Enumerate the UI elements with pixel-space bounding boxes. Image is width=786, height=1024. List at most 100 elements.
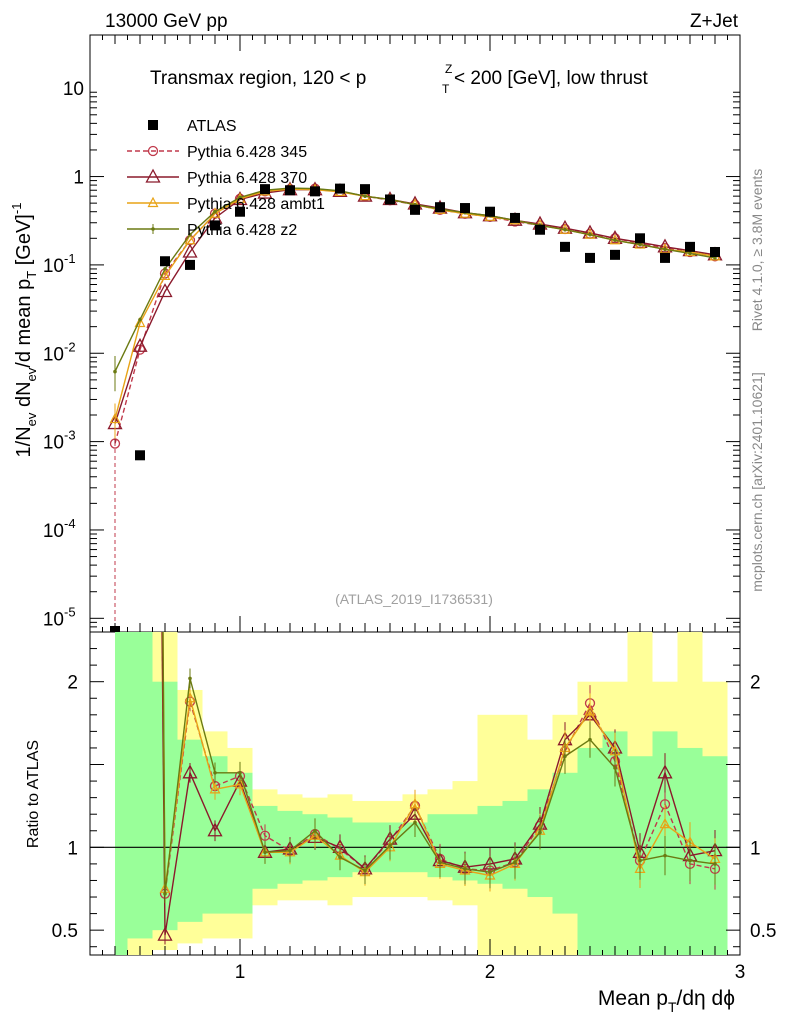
atlas-data-point [510, 212, 520, 223]
atlas-data [110, 183, 720, 632]
atlas-data-point [485, 206, 495, 217]
legend-marker [145, 168, 161, 183]
plot-title: Transmax region, 120 < p Z T < 200 [GeV]… [150, 62, 649, 96]
ratio-point [207, 822, 223, 837]
series-point [663, 247, 667, 252]
atlas-data-point [285, 185, 295, 196]
series-point [638, 242, 642, 247]
ratio-point [438, 860, 442, 865]
main-series [107, 181, 723, 632]
y-tick-label-exp: -2 [64, 339, 76, 354]
ratio-point [613, 766, 617, 770]
ratio-point [413, 820, 417, 825]
atlas-data-point [210, 220, 220, 231]
atlas-data-point [460, 203, 470, 214]
series-point [213, 209, 217, 214]
legend-label: Pythia 6.428 ambt1 [187, 196, 325, 213]
band-inner-bin [115, 632, 128, 955]
ratio-point [638, 858, 642, 863]
ratio-point [157, 926, 173, 941]
atlas-data-point [160, 256, 170, 267]
atlas-data-point [410, 204, 420, 215]
ratio-point [163, 891, 167, 896]
atlas-data-point [135, 450, 145, 461]
ratio-point [463, 867, 467, 871]
title-sub: T [442, 82, 450, 96]
analysis-watermark: (ATLAS_2019_I1736531) [335, 591, 493, 607]
title-pre: Transmax region, 120 < p [150, 68, 366, 89]
header-left: 13000 GeV pp [105, 11, 228, 32]
series-point [613, 238, 617, 243]
atlas-data-point [685, 241, 695, 252]
ratio-point [657, 764, 673, 779]
y-tick-label-exp: -3 [64, 428, 76, 443]
ratio-point [659, 817, 671, 829]
x-tick-label: 3 [735, 962, 746, 983]
legend-marker-atlas [148, 120, 158, 130]
ratio-point [588, 737, 592, 742]
ratio-point [584, 705, 596, 716]
series-point [588, 232, 592, 237]
y-tick-label-exp: -1 [64, 251, 76, 266]
atlas-data-point [260, 184, 270, 195]
series-point [163, 267, 167, 271]
series-point [182, 243, 198, 258]
y-tick-label-ratio-right: 2 [750, 673, 761, 694]
band-inner-bin [577, 747, 603, 955]
series-point [184, 233, 196, 245]
series-point [363, 194, 367, 198]
ratio-point [234, 778, 246, 789]
title-sup: Z [445, 62, 452, 76]
atlas-data-point [310, 186, 320, 197]
ratio-point [663, 853, 667, 858]
y-tick-label-ratio-right: 1 [750, 838, 761, 859]
ratio-point [182, 764, 198, 779]
series-point [563, 227, 567, 232]
ratio-point [288, 848, 292, 853]
ratio-point [563, 754, 567, 759]
series-point [713, 256, 717, 260]
x-tick-label: 1 [235, 962, 246, 983]
series-point [159, 269, 171, 281]
x-tick-label: 2 [485, 962, 496, 983]
atlas-data-point [360, 184, 370, 195]
atlas-data-point [335, 183, 345, 194]
y-tick-label-ratio-right: 0.5 [750, 921, 776, 942]
ratio-point [488, 870, 492, 874]
y-tick-label-exp: -5 [64, 604, 76, 619]
series-point [113, 369, 117, 374]
y-tick-label-main: 10 [63, 79, 84, 100]
y-tick-label-main: 10 [43, 609, 64, 630]
series-point [188, 232, 192, 237]
ratio-line-1 [161, 632, 716, 936]
legend-marker [151, 227, 155, 231]
x-axis-label: Mean pT/dη dϕ [598, 987, 735, 1015]
band-inner-bin [127, 632, 153, 939]
series-point [688, 251, 692, 256]
series-line-3 [114, 187, 716, 372]
band-inner-bin [552, 772, 578, 914]
legend-label: Pythia 6.428 345 [187, 144, 307, 161]
series-point [238, 195, 242, 200]
atlas-data-point [635, 233, 645, 244]
ratio-point [263, 850, 267, 855]
y-axis-label-ratio: Ratio to ATLAS [25, 740, 42, 848]
legend-marker [147, 196, 159, 208]
side-label-rivet: Rivet 4.1.0, ≥ 3.8M events [749, 169, 765, 332]
atlas-data-point [385, 194, 395, 205]
ratio-line-2 [162, 632, 716, 889]
legend-label: Pythia 6.428 370 [187, 170, 307, 187]
y-tick-label-main: 10 [43, 256, 64, 277]
atlas-data-point [560, 241, 570, 252]
series-point [138, 317, 142, 322]
side-label-mcplots: mcplots.cern.ch [arXiv:2401.10621] [749, 372, 765, 591]
series-point [657, 238, 673, 253]
atlas-data-point [660, 252, 670, 263]
series-point [134, 316, 146, 328]
ratio-point [513, 860, 517, 865]
atlas-data-point [610, 249, 620, 260]
ratio-point [388, 843, 392, 848]
legend: ATLAS Pythia 6.428 345 Pythia 6.428 370 Pyt… [127, 118, 325, 239]
